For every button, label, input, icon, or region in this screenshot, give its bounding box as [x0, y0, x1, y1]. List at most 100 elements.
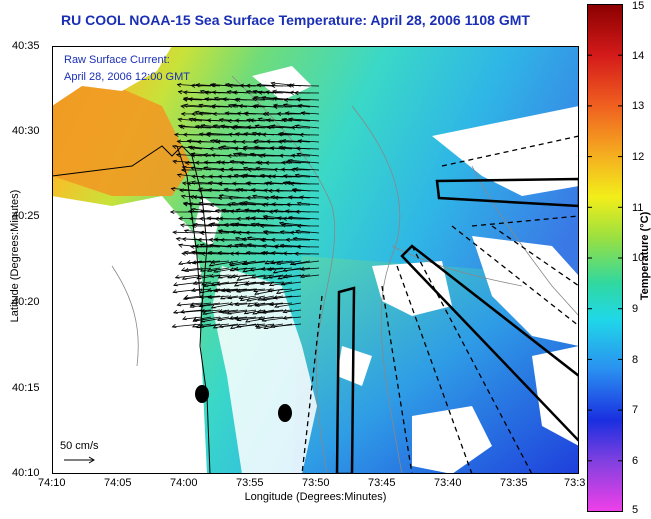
- current-vector: [262, 134, 293, 136]
- current-vector: [258, 316, 284, 320]
- current-vector: [190, 302, 212, 306]
- current-vector-head: [213, 96, 219, 101]
- current-vector-head: [189, 244, 195, 249]
- current-vector-head: [205, 131, 211, 136]
- current-vector: [255, 302, 284, 307]
- colorbar-tick: 10: [632, 252, 645, 264]
- current-vector: [281, 281, 302, 286]
- current-vector: [226, 288, 257, 292]
- current-vector-head: [245, 318, 250, 323]
- y-axis-label: Latitude (Degrees:Minutes): [9, 189, 21, 323]
- current-vector-head: [207, 181, 213, 186]
- current-vector: [193, 223, 221, 227]
- current-vector-head: [264, 260, 270, 265]
- current-vector: [275, 190, 302, 192]
- current-vector-head: [236, 276, 242, 281]
- current-vector: [232, 182, 257, 185]
- current-vector-head: [219, 237, 225, 243]
- current-vector-head: [223, 223, 229, 228]
- current-vector: [236, 209, 266, 213]
- current-vector: [301, 112, 320, 115]
- current-vector-head: [245, 118, 251, 123]
- current-vector-head: [238, 243, 244, 248]
- current-vector-head: [233, 97, 239, 102]
- current-vector-head: [172, 289, 178, 294]
- current-vector-head: [239, 83, 244, 88]
- current-vector-head: [242, 111, 248, 116]
- map-frame: [52, 46, 579, 474]
- current-vector-head: [192, 280, 198, 285]
- current-vector-head: [194, 244, 199, 249]
- current-vector-head: [251, 131, 257, 136]
- current-vector-head: [208, 262, 214, 267]
- current-vector-head: [244, 208, 249, 213]
- current-vector: [209, 244, 239, 248]
- current-vector: [181, 267, 203, 271]
- current-vector-head: [260, 153, 266, 158]
- current-vector-head: [267, 274, 273, 279]
- current-vector-head: [170, 187, 176, 192]
- current-vector: [262, 309, 293, 314]
- current-vector-head: [235, 288, 241, 293]
- current-vector-head: [263, 202, 269, 207]
- current-vector: [201, 281, 221, 286]
- current-vector-head: [255, 132, 261, 137]
- current-vector-head: [261, 111, 267, 117]
- current-vector-head: [250, 274, 256, 279]
- current-vector-head: [184, 160, 190, 166]
- current-vector-head: [283, 97, 289, 103]
- current-vector-head: [196, 237, 202, 242]
- current-vector-head: [210, 282, 216, 287]
- current-vector-head: [178, 261, 183, 265]
- current-vector-head: [254, 302, 260, 307]
- current-vector-head: [242, 166, 248, 171]
- current-vector-head: [228, 301, 233, 306]
- current-vector: [276, 288, 302, 294]
- current-vector: [291, 154, 311, 157]
- colorbar-tick: 13: [632, 100, 645, 112]
- current-vector-head: [285, 237, 290, 242]
- current-vector-head: [254, 323, 260, 328]
- current-vector-head: [230, 230, 236, 235]
- current-vector: [285, 112, 311, 115]
- current-vector-head: [276, 111, 282, 116]
- current-vector-head: [198, 201, 204, 206]
- current-vector-head: [233, 146, 239, 151]
- current-vector-head: [265, 139, 271, 144]
- current-vector-head: [249, 152, 255, 157]
- current-vector-head: [218, 194, 224, 199]
- current-vector: [291, 126, 311, 129]
- current-vector: [286, 204, 311, 206]
- current-vector-head: [217, 146, 223, 151]
- current-vector-head: [243, 173, 249, 178]
- current-vector: [243, 260, 275, 265]
- current-vector-head: [223, 187, 229, 192]
- current-vector: [227, 309, 257, 315]
- map-title: RU COOL NOAA-15 Sea Surface Temperature:…: [61, 12, 530, 28]
- current-vector-head: [262, 188, 268, 193]
- current-vector-head: [282, 315, 288, 320]
- current-vector-head: [277, 139, 283, 144]
- current-vector-head: [258, 316, 263, 321]
- current-vector-head: [294, 173, 300, 178]
- current-vector-head: [208, 146, 214, 151]
- current-vector-head: [221, 208, 226, 213]
- colorbar-tick: 12: [632, 151, 645, 163]
- current-vector: [199, 302, 230, 307]
- current-vector-head: [299, 266, 305, 271]
- current-vector-head: [238, 104, 243, 109]
- colorbar-tick: 15: [632, 0, 645, 12]
- current-vector-head: [214, 216, 220, 221]
- current-vector: [271, 323, 302, 328]
- current-vector-head: [295, 146, 301, 151]
- current-vector-head: [264, 160, 270, 165]
- current-vector-head: [213, 268, 219, 273]
- current-vector: [228, 302, 248, 305]
- current-vector-head: [172, 159, 178, 164]
- scale-label: 50 cm/s: [60, 440, 99, 452]
- current-vector-head: [183, 229, 189, 234]
- current-vector-head: [199, 209, 205, 214]
- current-vector: [262, 316, 293, 322]
- xtick-label: 74:05: [104, 477, 132, 489]
- current-vector: [291, 169, 311, 171]
